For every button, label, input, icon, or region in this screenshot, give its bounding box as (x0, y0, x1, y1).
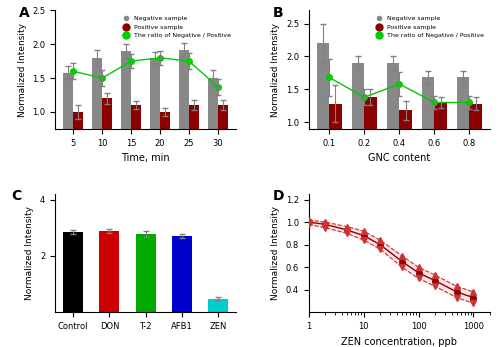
Legend: Negative sample, Positive sample, The ratio of Negative / Positive: Negative sample, Positive sample, The ra… (374, 14, 487, 41)
Text: B: B (272, 6, 283, 20)
Bar (131, 105, 141, 179)
X-axis label: Time, min: Time, min (122, 153, 170, 163)
Bar (136, 234, 156, 312)
Bar (457, 77, 469, 188)
Bar (422, 77, 434, 188)
X-axis label: GNC content: GNC content (368, 153, 430, 163)
Bar (218, 105, 228, 179)
Bar (150, 58, 160, 179)
Y-axis label: Normalized Intensity: Normalized Intensity (271, 206, 280, 300)
Bar (74, 112, 84, 179)
Legend: Negative sample, Positive sample, The ratio of Negative / Positive: Negative sample, Positive sample, The ra… (120, 14, 233, 41)
Bar (102, 98, 113, 179)
Bar (172, 236, 192, 312)
Bar (434, 102, 446, 188)
Bar (208, 299, 228, 312)
Bar (100, 231, 119, 312)
Bar (364, 97, 376, 188)
Y-axis label: Normalized Intensity: Normalized Intensity (272, 23, 280, 117)
Bar (387, 63, 400, 188)
Bar (208, 78, 218, 179)
Bar (470, 104, 482, 188)
X-axis label: ZEN concentration, ppb: ZEN concentration, ppb (342, 337, 458, 347)
Bar (352, 63, 364, 188)
Y-axis label: Normalized Intensity: Normalized Intensity (18, 23, 26, 117)
Bar (92, 58, 102, 179)
Bar (121, 51, 131, 179)
Bar (317, 43, 330, 188)
Bar (160, 112, 170, 179)
Bar (63, 232, 83, 312)
Text: A: A (19, 6, 30, 20)
Bar (189, 105, 199, 179)
Text: D: D (272, 189, 284, 203)
Text: C: C (12, 189, 22, 203)
Y-axis label: Normalized Intensity: Normalized Intensity (26, 206, 35, 300)
Bar (63, 73, 74, 179)
Bar (179, 50, 189, 179)
Bar (330, 104, 342, 188)
Bar (400, 110, 411, 188)
